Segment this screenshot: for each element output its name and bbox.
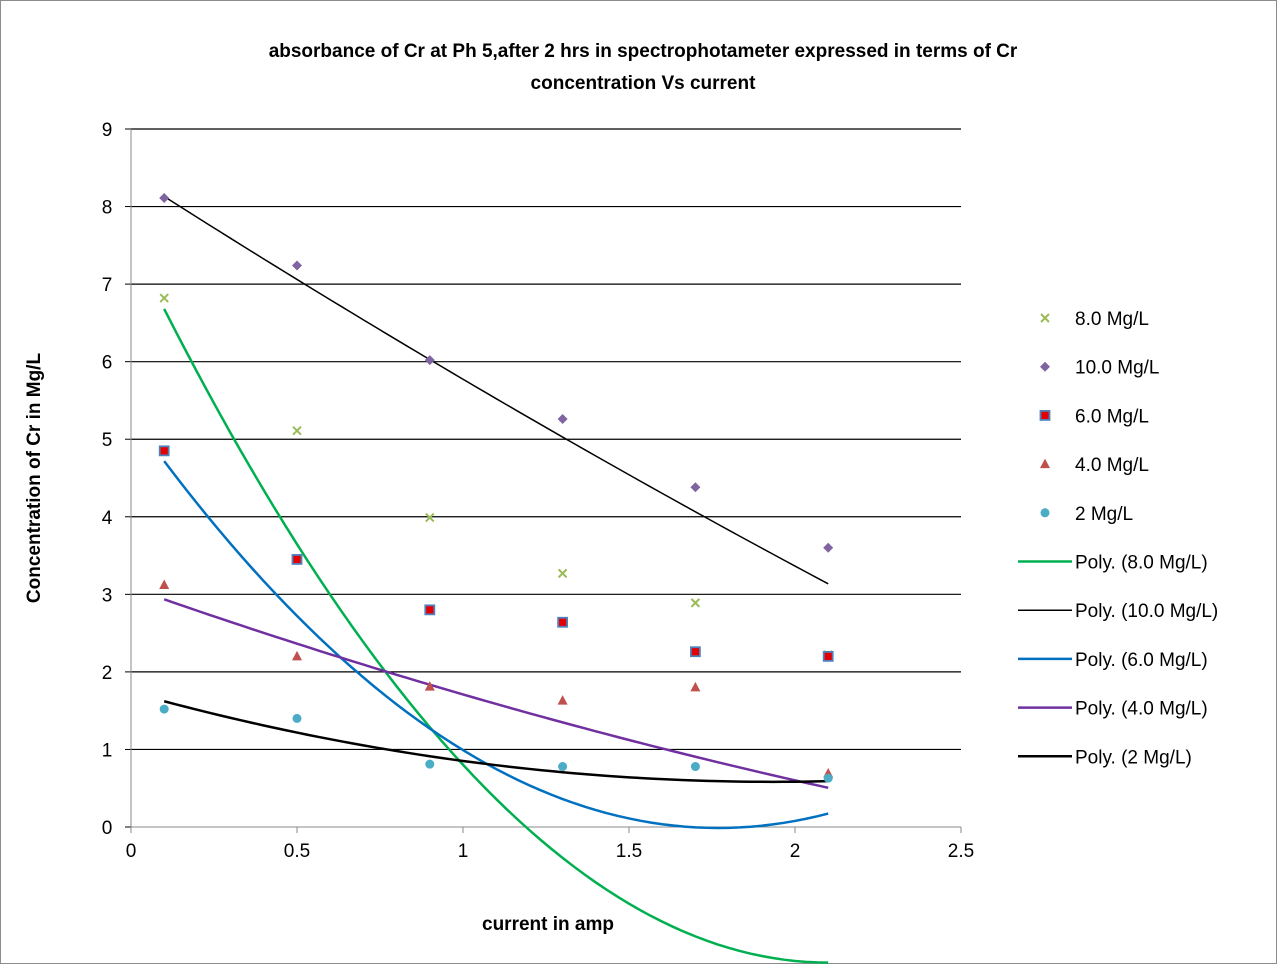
point-series-2-4 (557, 414, 568, 425)
legend-marker-4 (1040, 458, 1050, 469)
chart-title-line-1: absorbance of Cr at Ph 5,after 2 hrs in … (269, 41, 1018, 62)
legend-label-5: 2 Mg/L (1075, 504, 1133, 525)
point-series-5-6 (823, 773, 833, 783)
legend-label-7: Poly. (10.0 Mg/L) (1075, 601, 1218, 622)
legend-label-8: Poly. (6.0 Mg/L) (1075, 650, 1208, 671)
trendline-5 (163, 700, 829, 784)
x-tick-label-2: 2 (790, 841, 801, 862)
legend-label-1: 8.0 Mg/L (1075, 309, 1149, 330)
legend-label-2: 10.0 Mg/L (1075, 358, 1160, 379)
y-tick-labels: 0 1 2 3 4 5 6 7 8 9 (102, 120, 113, 839)
legend-label-4: 4.0 Mg/L (1075, 455, 1149, 476)
point-series-3-5 (690, 646, 701, 658)
legend: 8.0 Mg/L 10.0 Mg/L 6.0 Mg/L 4.0 Mg/L 2 Mg/L P… (1018, 309, 1218, 768)
trendlines (163, 195, 829, 964)
x-tick-label-2.5: 2.5 (948, 841, 974, 862)
y-tick-label-3: 3 (102, 585, 113, 606)
point-series-1-5 (690, 598, 701, 608)
point-series-4-2 (292, 650, 302, 661)
point-series-4-5 (690, 681, 701, 692)
point-series-1-2 (292, 425, 302, 436)
legend-marker-1 (1040, 313, 1050, 323)
point-series-2-2 (292, 260, 302, 271)
data-points (158, 193, 834, 783)
legend-marker-2 (1040, 361, 1050, 372)
y-tick-label-6: 6 (102, 353, 113, 374)
point-series-3-2 (291, 554, 303, 565)
point-series-5-3 (425, 759, 435, 769)
x-tick-label-1.5: 1.5 (616, 841, 642, 862)
point-series-4-3 (424, 681, 435, 691)
trendline-1 (163, 308, 829, 964)
point-series-2-5 (690, 482, 701, 493)
x-axis-title: current in amp (482, 914, 614, 935)
point-series-3-6 (822, 650, 834, 662)
trendline-3 (163, 460, 829, 830)
x-tick-label-0.5: 0.5 (284, 841, 310, 862)
point-series-5-1 (159, 704, 169, 714)
y-tick-label-1: 1 (102, 740, 113, 761)
axes (125, 128, 962, 833)
y-tick-label-9: 9 (102, 120, 113, 141)
point-series-2-6 (823, 542, 834, 553)
point-series-5-2 (292, 713, 302, 723)
legend-marker-3 (1039, 409, 1051, 421)
point-series-1-4 (557, 568, 568, 579)
point-series-5-5 (690, 762, 700, 772)
point-series-5-4 (558, 762, 568, 772)
point-series-1-3 (425, 512, 435, 523)
legend-label-9: Poly. (4.0 Mg/L) (1075, 699, 1208, 720)
gridlines (131, 128, 961, 751)
x-tick-label-0: 0 (126, 841, 137, 862)
y-tick-label-0: 0 (102, 818, 113, 839)
point-series-1-1 (159, 293, 169, 303)
point-series-4-4 (557, 695, 568, 705)
x-tick-labels: 0 0.5 1 1.5 2 2.5 (126, 841, 975, 862)
chart-title-line-2: concentration Vs current (531, 73, 757, 94)
x-tick-label-1: 1 (458, 841, 469, 862)
legend-label-3: 6.0 Mg/L (1075, 406, 1149, 427)
y-tick-label-2: 2 (102, 663, 113, 684)
point-series-3-1 (158, 445, 170, 457)
point-series-2-1 (159, 193, 170, 204)
y-tick-label-8: 8 (102, 198, 113, 219)
point-series-4-1 (159, 579, 170, 590)
trendline-2 (163, 195, 829, 585)
y-tick-label-4: 4 (102, 508, 113, 529)
point-series-2-3 (424, 355, 435, 366)
point-series-3-3 (424, 604, 436, 616)
y-tick-label-7: 7 (102, 275, 113, 296)
y-tick-label-5: 5 (102, 430, 113, 451)
legend-label-10: Poly. (2 Mg/L) (1075, 747, 1192, 768)
point-series-3-4 (557, 616, 568, 628)
trendline-4 (163, 598, 829, 790)
legend-marker-5 (1040, 508, 1050, 518)
legend-label-6: Poly. (8.0 Mg/L) (1075, 553, 1208, 574)
y-axis-title: Concentration of Cr in Mg/L (24, 353, 45, 604)
